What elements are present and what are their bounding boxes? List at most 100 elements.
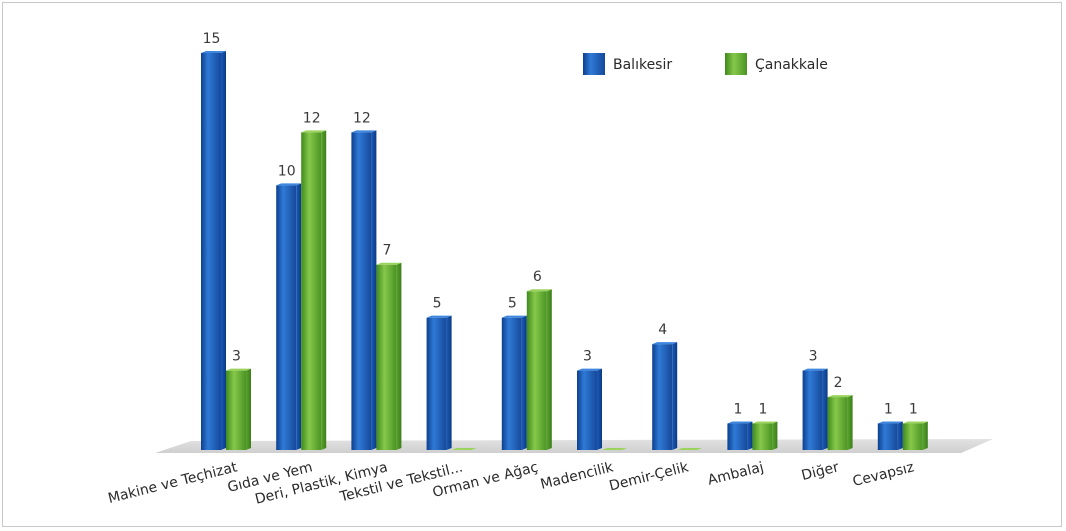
bar-side	[246, 368, 251, 450]
bar-top	[727, 421, 753, 424]
bar-top	[802, 368, 828, 371]
bar-side	[446, 315, 452, 450]
bar-side	[672, 342, 678, 450]
bar-balikesir-deri-plastik-kimya	[351, 130, 377, 450]
category-label: Demir-Çelik	[608, 459, 691, 494]
bar-side	[321, 130, 327, 450]
bar-side	[521, 315, 527, 450]
bar-front	[577, 370, 597, 450]
data-label-balikesir-di-er: 3	[809, 349, 818, 365]
bar-side	[747, 421, 753, 450]
bar-top	[301, 130, 327, 133]
bar-top	[276, 183, 302, 186]
bar-side	[396, 262, 402, 450]
bar-top	[376, 262, 402, 265]
data-label-balikesir-deri-plastik-kimya: 12	[353, 110, 371, 126]
bar-front	[501, 317, 522, 450]
category-label: Madencilik	[539, 459, 616, 493]
bar-front	[276, 185, 297, 451]
bar-balikesir-tekstil-ve-tekstil	[426, 315, 452, 450]
bar-side	[922, 421, 928, 450]
bar-balikesir-madencilik	[577, 368, 602, 450]
legend-item-canakkale: Çanakkale	[725, 53, 828, 75]
bar-canakkale-orman-ve-a-a	[526, 289, 552, 450]
data-label-canakkale-g-da-ve-yem: 12	[303, 110, 321, 126]
bar-top	[351, 130, 377, 133]
data-label-canakkale-di-er: 2	[834, 375, 843, 391]
bar-top	[526, 289, 552, 292]
data-label-canakkale-cevaps-z: 1	[909, 402, 918, 418]
bar-side	[897, 421, 903, 450]
bar-balikesir-makine-ve-te-hizat	[201, 51, 226, 450]
category-label: Cevapsız	[851, 459, 916, 490]
data-label-balikesir-demir-elik: 4	[658, 322, 667, 338]
bar-canakkale-di-er	[827, 395, 853, 450]
category-label: Ambalaj	[706, 459, 765, 488]
data-label-balikesir-orman-ve-a-a: 5	[508, 296, 517, 312]
bar-top	[752, 421, 778, 424]
bar-canakkale-deri-plastik-kimya	[376, 262, 402, 450]
data-label-balikesir-makine-ve-te-hizat: 15	[203, 31, 221, 47]
data-label-canakkale-makine-ve-te-hizat: 3	[232, 349, 241, 365]
legend-swatch-canakkale	[725, 53, 747, 75]
bar-side	[847, 395, 853, 450]
bar-side	[822, 368, 828, 450]
bar-balikesir-cevaps-z	[877, 421, 903, 450]
bar-top	[226, 368, 251, 371]
legend-swatch-balikesir	[583, 53, 605, 75]
bar-side	[546, 289, 552, 450]
legend-label-canakkale: Çanakkale	[755, 57, 828, 73]
bar-canakkale-madencilik-zero	[602, 448, 627, 450]
legend-item-balikesir: Balıkesir	[583, 53, 672, 75]
bar-top	[501, 315, 527, 318]
category-label: Makine ve Teçhizat	[106, 459, 239, 507]
bar-canakkale-g-da-ve-yem	[301, 130, 327, 450]
bar-top	[652, 342, 678, 345]
bar-balikesir-g-da-ve-yem	[276, 183, 302, 451]
data-label-balikesir-g-da-ve-yem: 10	[278, 163, 296, 179]
bar-top	[201, 51, 226, 53]
bar-front	[426, 317, 447, 450]
bar-top	[426, 315, 452, 318]
bar-front	[201, 53, 221, 450]
bar-front	[351, 132, 372, 450]
bar-side	[371, 130, 377, 450]
bar-side	[221, 51, 226, 450]
data-label-canakkale-ambalaj: 1	[758, 402, 767, 418]
data-label-balikesir-tekstil-ve-tekstil: 5	[433, 296, 442, 312]
bar-canakkale-cevaps-z	[902, 421, 928, 450]
data-label-balikesir-ambalaj: 1	[733, 402, 742, 418]
bar-side	[772, 421, 778, 450]
bar-top	[827, 395, 853, 398]
bar-front	[802, 370, 823, 450]
category-label: Diğer	[800, 459, 841, 484]
bar-front	[652, 344, 673, 450]
bar-balikesir-demir-elik	[652, 342, 678, 450]
bar-side	[296, 183, 302, 451]
bar-top	[877, 421, 903, 424]
legend: Balıkesir Çanakkale	[583, 53, 828, 75]
bar-top	[902, 421, 928, 424]
bar-front	[226, 370, 246, 450]
bar-front	[902, 423, 923, 450]
bar-top	[577, 368, 602, 371]
bar-front	[301, 132, 322, 450]
bar-balikesir-ambalaj	[727, 421, 753, 450]
bar-canakkale-ambalaj	[752, 421, 778, 450]
data-label-canakkale-orman-ve-a-a: 6	[533, 269, 542, 285]
data-label-balikesir-cevaps-z: 1	[884, 402, 893, 418]
legend-label-balikesir: Balıkesir	[613, 57, 672, 73]
bar-canakkale-demir-elik-zero	[677, 448, 703, 450]
bar-front	[877, 423, 898, 450]
bar-balikesir-di-er	[802, 368, 828, 450]
data-label-canakkale-deri-plastik-kimya: 7	[382, 243, 391, 259]
bar-side	[597, 368, 602, 450]
bar-front	[727, 423, 748, 450]
bar-front	[752, 423, 773, 450]
bar-canakkale-tekstil-ve-tekstil-zero	[451, 448, 477, 450]
bar-balikesir-orman-ve-a-a	[501, 315, 527, 450]
